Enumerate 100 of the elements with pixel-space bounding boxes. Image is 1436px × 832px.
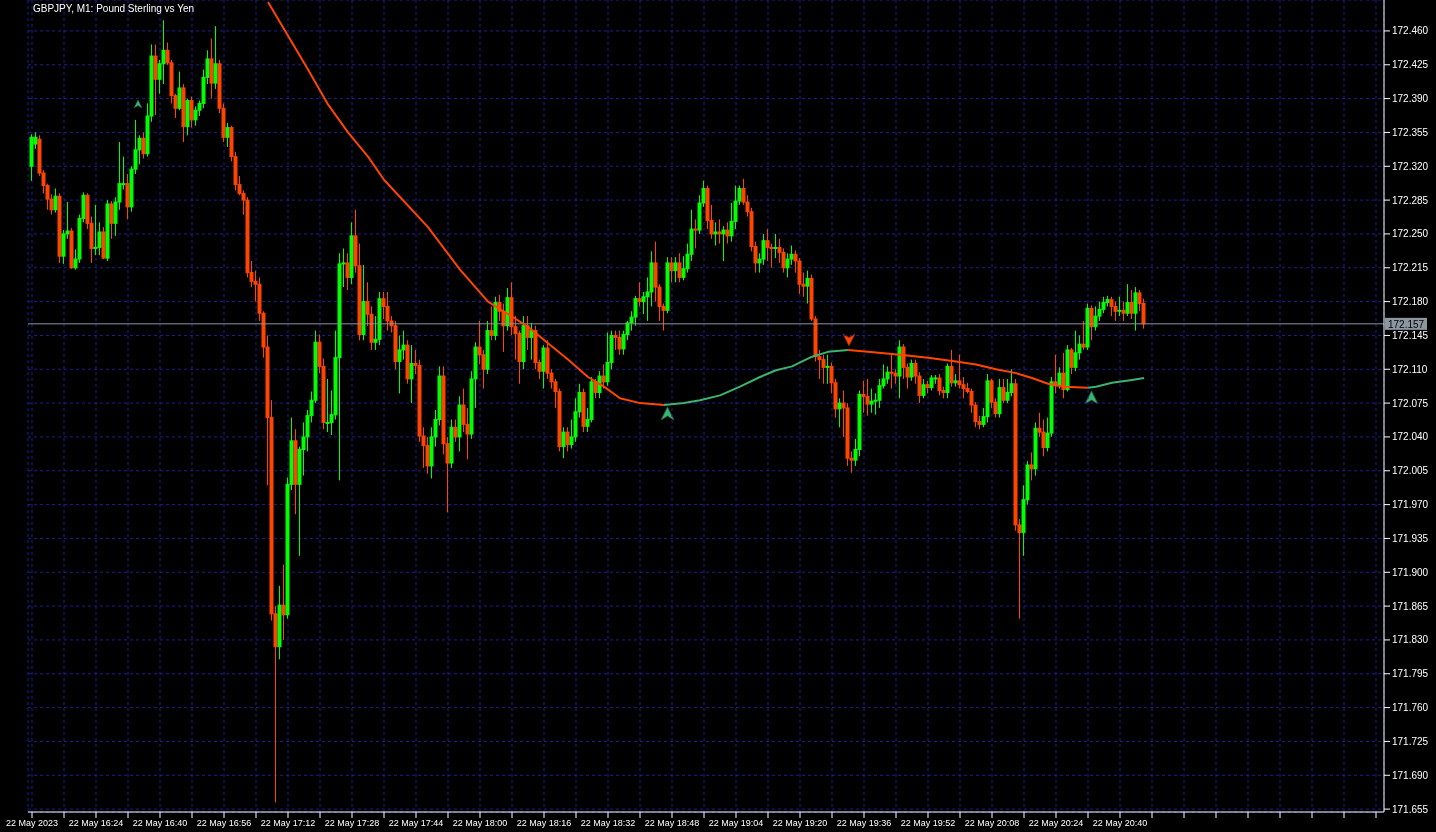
candlestick	[409, 344, 414, 404]
candlestick	[1029, 451, 1034, 481]
x-tick-label: 22 May 2023	[5, 818, 59, 829]
y-tick-label: 171.655	[1392, 803, 1429, 815]
candlestick	[1125, 283, 1130, 317]
x-tick-label: 22 May 16:40	[132, 818, 188, 829]
x-tick-label: 22 May 16:56	[196, 818, 252, 829]
y-tick-label: 171.865	[1392, 600, 1429, 612]
y-tick-label: 172.285	[1392, 194, 1429, 206]
y-tick-label: 171.935	[1392, 532, 1429, 544]
candlestick	[177, 71, 182, 111]
y-tick-label: 171.830	[1392, 634, 1429, 646]
y-tick-label: 172.005	[1392, 465, 1429, 477]
candlestick	[1133, 286, 1138, 332]
candlestick	[837, 397, 842, 428]
y-tick-label: 172.040	[1392, 431, 1429, 443]
y-tick-label: 172.075	[1392, 397, 1429, 409]
x-tick-label: 22 May 18:16	[516, 818, 572, 829]
candlestick	[693, 218, 698, 249]
x-tick-label: 22 May 18:00	[452, 818, 508, 829]
candlestick	[869, 388, 874, 414]
candlestick	[565, 426, 570, 452]
y-tick-label: 172.110	[1392, 363, 1428, 375]
candlestick	[1073, 330, 1078, 372]
x-tick-label: 22 May 17:28	[324, 818, 380, 829]
x-tick-label: 22 May 18:48	[644, 818, 700, 829]
y-tick-label: 172.355	[1392, 126, 1429, 138]
y-tick-label: 171.725	[1392, 735, 1429, 747]
x-tick-label: 22 May 19:04	[708, 818, 764, 829]
y-tick-label: 172.215	[1392, 262, 1429, 274]
candlestick	[93, 204, 98, 256]
line-series	[1087, 376, 1145, 389]
candlestick	[725, 221, 730, 245]
y-tick-label: 172.320	[1392, 160, 1429, 172]
candlestick	[601, 363, 606, 390]
candlestick	[189, 96, 194, 129]
x-tick-label: 22 May 19:20	[772, 818, 828, 829]
candlestick	[825, 354, 830, 385]
candlestick	[773, 233, 778, 259]
candlestick	[281, 564, 286, 641]
candlestick	[397, 334, 402, 394]
candlestick	[713, 221, 718, 247]
x-tick-label: 22 May 20:40	[1092, 818, 1148, 829]
candlestick	[1093, 305, 1098, 332]
candlestick	[541, 344, 546, 390]
candlestick	[909, 359, 914, 382]
candlestick	[613, 330, 618, 351]
candlestick	[861, 380, 866, 414]
candlestick	[529, 322, 534, 361]
y-tick-label: 171.970	[1392, 499, 1429, 511]
candlestick	[593, 378, 598, 399]
candlestick	[1057, 366, 1062, 390]
y-tick-label: 172.145	[1392, 329, 1429, 341]
candlestick	[673, 256, 678, 283]
y-tick-label: 172.250	[1392, 228, 1429, 240]
candlestick	[489, 305, 494, 341]
y-tick-label: 171.900	[1392, 566, 1429, 578]
candlestick	[141, 131, 146, 160]
x-tick-label: 22 May 19:52	[900, 818, 956, 829]
candlestick	[637, 281, 642, 307]
candlestick	[153, 43, 158, 116]
candlestick	[1129, 289, 1134, 320]
candlestick	[213, 25, 218, 90]
candlestick	[1081, 320, 1086, 351]
x-tick-label: 22 May 17:44	[388, 818, 444, 829]
x-tick-label: 22 May 20:24	[1028, 818, 1084, 829]
candlestick	[865, 378, 870, 417]
candlestick	[193, 105, 198, 127]
y-tick-label: 172.425	[1392, 59, 1429, 71]
candlestick	[821, 354, 826, 385]
candlestick	[1121, 301, 1126, 322]
y-tick-label: 172.180	[1392, 296, 1429, 308]
y-tick-label: 171.760	[1392, 702, 1429, 714]
candlestick	[345, 252, 350, 291]
candlestick	[325, 378, 330, 433]
x-tick-label: 22 May 19:36	[836, 818, 892, 829]
x-tick-label: 22 May 17:12	[260, 818, 316, 829]
x-tick-label: 22 May 20:08	[964, 818, 1020, 829]
candlestick	[717, 218, 722, 245]
y-tick-label: 171.795	[1392, 668, 1429, 680]
candlestick	[1069, 347, 1074, 375]
chart-title: GBPJPY, M1: Pound Sterling vs Yen	[33, 3, 195, 14]
y-tick-label: 172.390	[1392, 93, 1429, 105]
candlestick	[633, 295, 638, 327]
candlestick	[1113, 301, 1118, 322]
x-tick-label: 22 May 18:32	[580, 818, 636, 829]
candlestick	[1117, 296, 1122, 317]
candlestick	[125, 173, 130, 220]
candlestick	[225, 122, 230, 148]
candlestick	[109, 200, 114, 240]
candlestick	[525, 315, 530, 351]
candlestick	[721, 225, 726, 262]
candlestick	[617, 330, 622, 356]
y-tick-label: 171.690	[1392, 769, 1429, 781]
candlestick	[453, 419, 458, 443]
ref-line-label: 172.157	[1388, 318, 1425, 330]
line-series	[847, 348, 1089, 389]
y-tick-label: 172.460	[1392, 25, 1429, 37]
x-tick-label: 22 May 16:24	[68, 818, 124, 829]
candlestick	[677, 252, 682, 283]
